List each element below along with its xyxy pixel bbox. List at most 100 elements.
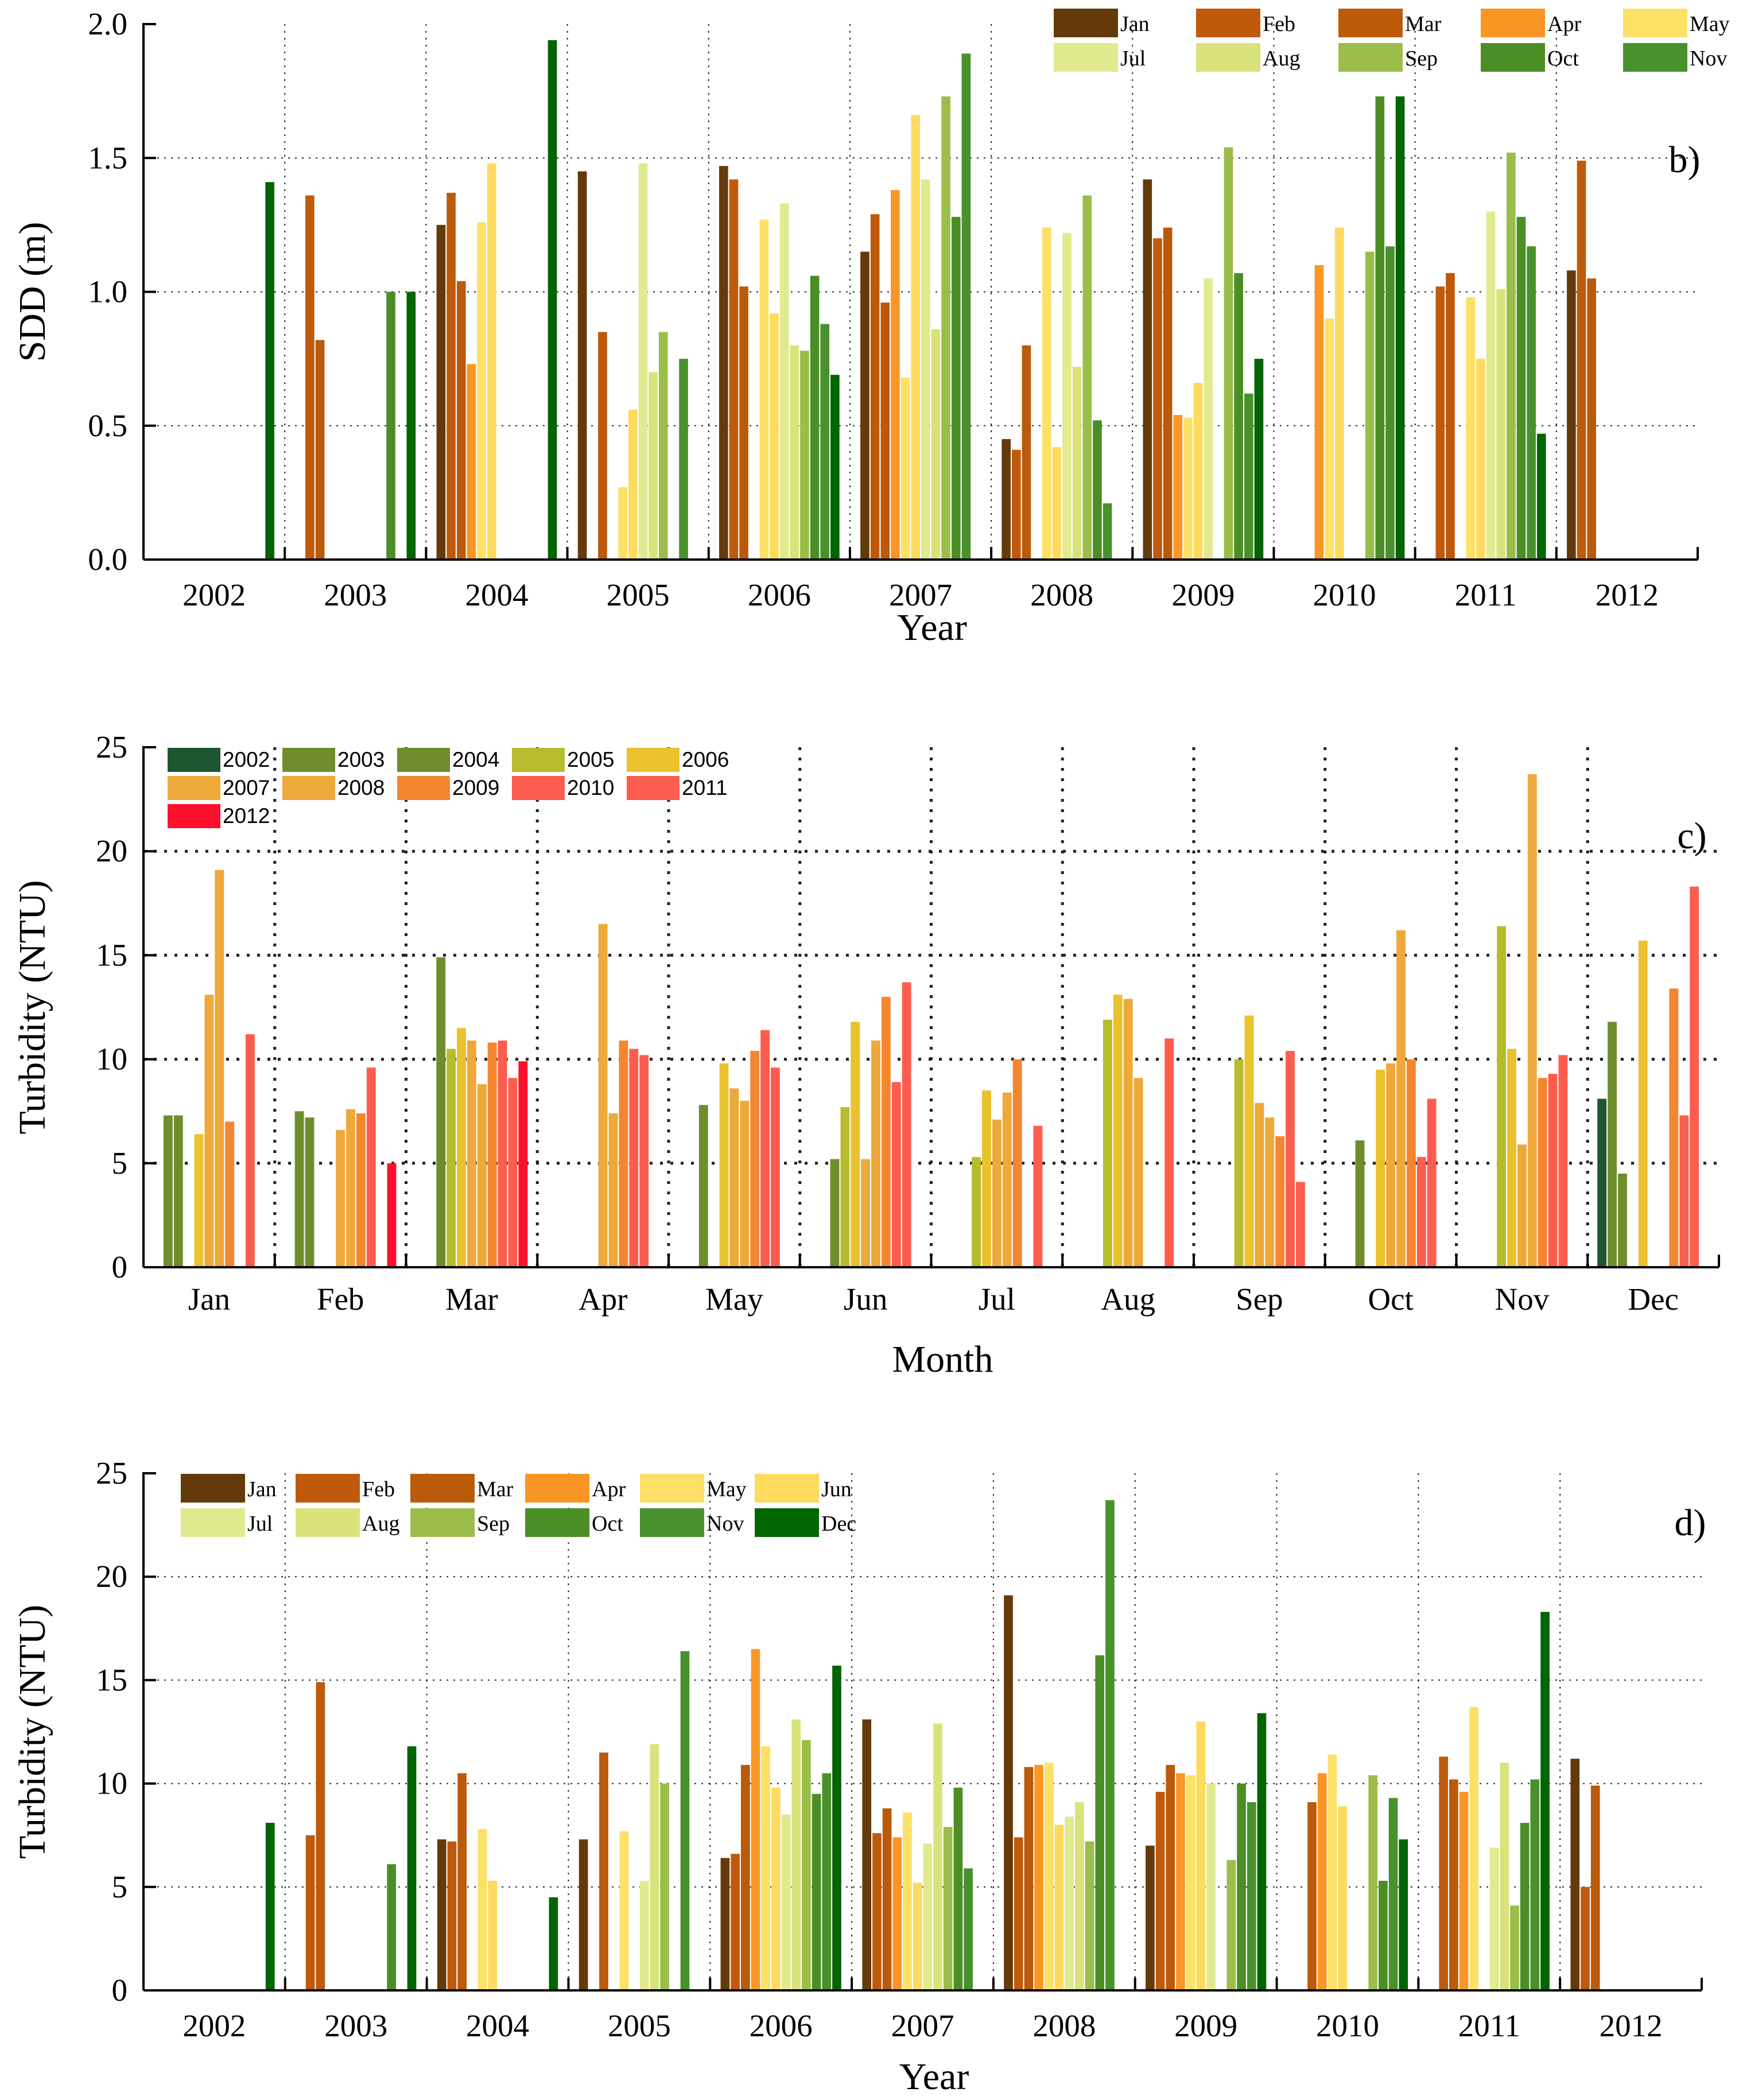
bar-Mar-2006: [740, 1765, 750, 1990]
x-tick-label: Mar: [445, 1282, 498, 1317]
bar-May-2004: [478, 1829, 487, 1990]
bar-Apr-2010: [1317, 1773, 1327, 1990]
bar-Oct-2003: [386, 292, 395, 560]
legend-swatch-Feb: [296, 1474, 360, 1503]
bar-Sep-2011: [1510, 1905, 1519, 1990]
bar-Dec-2011: [1540, 1612, 1550, 1990]
bar-Jan-2008: [1002, 439, 1011, 560]
x-tick-label: 2003: [324, 2008, 387, 2043]
bar-Sep-2009: [1226, 1860, 1236, 1990]
bar-2004-Jan: [173, 1115, 183, 1267]
chart-c: 0 5 10 15 20 25 Jan Feb Mar Apr May Jun Jul Aug Sep Oct…: [11, 729, 1720, 1380]
bar-Nov-2010: [1385, 246, 1395, 560]
bar-2005-Mar: [447, 1049, 456, 1267]
bar-Mar-2004: [456, 281, 466, 560]
bar-Apr-2010: [1314, 265, 1324, 560]
bar-Dec-2009: [1254, 359, 1264, 560]
bar-2006-Oct: [1376, 1069, 1385, 1267]
legend-swatch-2012: [168, 804, 220, 828]
bar-2009-Feb: [356, 1113, 366, 1267]
bar-Jan-2005: [579, 1839, 588, 1990]
bar-Oct-2007: [951, 216, 961, 560]
bar-Nov-2007: [961, 53, 971, 560]
bar-2004-Mar: [436, 957, 446, 1267]
bar-2006-Jan: [194, 1134, 204, 1267]
bar-May-2006: [759, 219, 769, 560]
legend-label-Feb: Feb: [1263, 12, 1295, 36]
legend-swatch-May: [1623, 9, 1687, 37]
bar-May-2005: [618, 487, 627, 560]
bar-Sep-2007: [941, 96, 950, 560]
bar-Dec-2004: [549, 1897, 558, 1990]
y-tick-label: 15: [96, 937, 127, 972]
legend-label-Sep: Sep: [1405, 46, 1438, 71]
x-tick-label: 2011: [1455, 577, 1517, 612]
legend-swatch-Feb: [1196, 9, 1260, 37]
bar-Mar-2009: [1163, 227, 1173, 560]
legend-label-2004: 2004: [452, 748, 499, 771]
x-tick-label: Feb: [317, 1282, 364, 1317]
bar-2008-Jan: [215, 869, 224, 1267]
bar-Nov-2009: [1247, 1802, 1256, 1990]
x-tick-label: 2002: [183, 2008, 246, 2043]
y-tick-label: 0: [112, 1973, 128, 2008]
x-tick-label: Oct: [1368, 1282, 1413, 1317]
legend-swatch-Jan: [1054, 9, 1118, 37]
bar-Sep-2010: [1368, 1775, 1378, 1990]
bar-Jul-2007: [923, 1843, 933, 1990]
legend-label-May: May: [1690, 12, 1730, 36]
bar-May-2011: [1469, 1707, 1479, 1990]
bar-2010-Oct: [1416, 1156, 1426, 1267]
bar-2003-Jan: [163, 1115, 173, 1267]
legend-swatch-2009: [397, 776, 450, 800]
x-tick-label: Aug: [1101, 1282, 1155, 1317]
bar-2009-May: [750, 1051, 760, 1267]
bar-Jan-2008: [1004, 1595, 1013, 1990]
bar-Jun-2010: [1334, 227, 1344, 560]
legend-swatch-2005: [512, 748, 565, 772]
bar-2010-Feb: [366, 1068, 376, 1267]
bar-Mar-2008: [1022, 345, 1031, 560]
bar-Apr-2011: [1459, 1792, 1469, 1990]
bar-Aug-2006: [790, 345, 799, 560]
legend-label-Jun: Jun: [821, 1477, 852, 1501]
bar-Jun-2010: [1338, 1806, 1347, 1990]
x-tick-label: May: [705, 1282, 763, 1317]
bar-2009-Oct: [1406, 1059, 1416, 1267]
bar-May-2008: [1042, 227, 1051, 560]
bar-2012-Feb: [387, 1163, 397, 1267]
x-tick-label: Jun: [844, 1282, 887, 1317]
x-tick-label: Nov: [1495, 1282, 1550, 1317]
bar-Jun-2008: [1054, 1825, 1064, 1990]
bar-Aug-2007: [931, 329, 941, 560]
bar-Mar-2010: [1307, 1802, 1317, 1990]
bar-Feb-2012: [1577, 160, 1586, 560]
bar-Mar-2011: [1446, 273, 1455, 560]
bar-2006-Nov: [1507, 1049, 1516, 1267]
bar-Mar-2004: [457, 1773, 467, 1990]
legend-swatch-2002: [168, 748, 220, 772]
bar-2007-Apr: [598, 924, 608, 1267]
legend-swatch-Oct: [1481, 43, 1545, 72]
bar-2011-Nov: [1558, 1055, 1568, 1267]
bar-2009-Sep: [1275, 1136, 1285, 1267]
x-tick-label: 2004: [465, 577, 528, 612]
bar-Feb-2008: [1014, 1837, 1023, 1990]
legend-swatch-2007: [168, 776, 220, 800]
x-tick-label: 2011: [1458, 2008, 1520, 2043]
y-tick-label: 5: [112, 1146, 128, 1181]
bar-2005-Sep: [1234, 1059, 1244, 1267]
legend-label-2005: 2005: [567, 748, 614, 771]
bar-Jun-2007: [911, 115, 920, 560]
bar-Dec-2003: [406, 292, 416, 560]
bar-Aug-2007: [933, 1724, 942, 1990]
bar-Dec-2004: [548, 40, 557, 560]
bar-Jul-2005: [639, 1880, 649, 1990]
legend-swatch-Sep: [1338, 43, 1403, 72]
bar-2011-Jul: [1033, 1125, 1043, 1267]
bar-2010-Nov: [1548, 1073, 1558, 1267]
bar-2011-Jan: [245, 1034, 255, 1267]
legend-label-Apr: Apr: [592, 1477, 626, 1501]
bar-Oct-2009: [1237, 1783, 1246, 1990]
legend-label-Aug: Aug: [1263, 46, 1300, 71]
